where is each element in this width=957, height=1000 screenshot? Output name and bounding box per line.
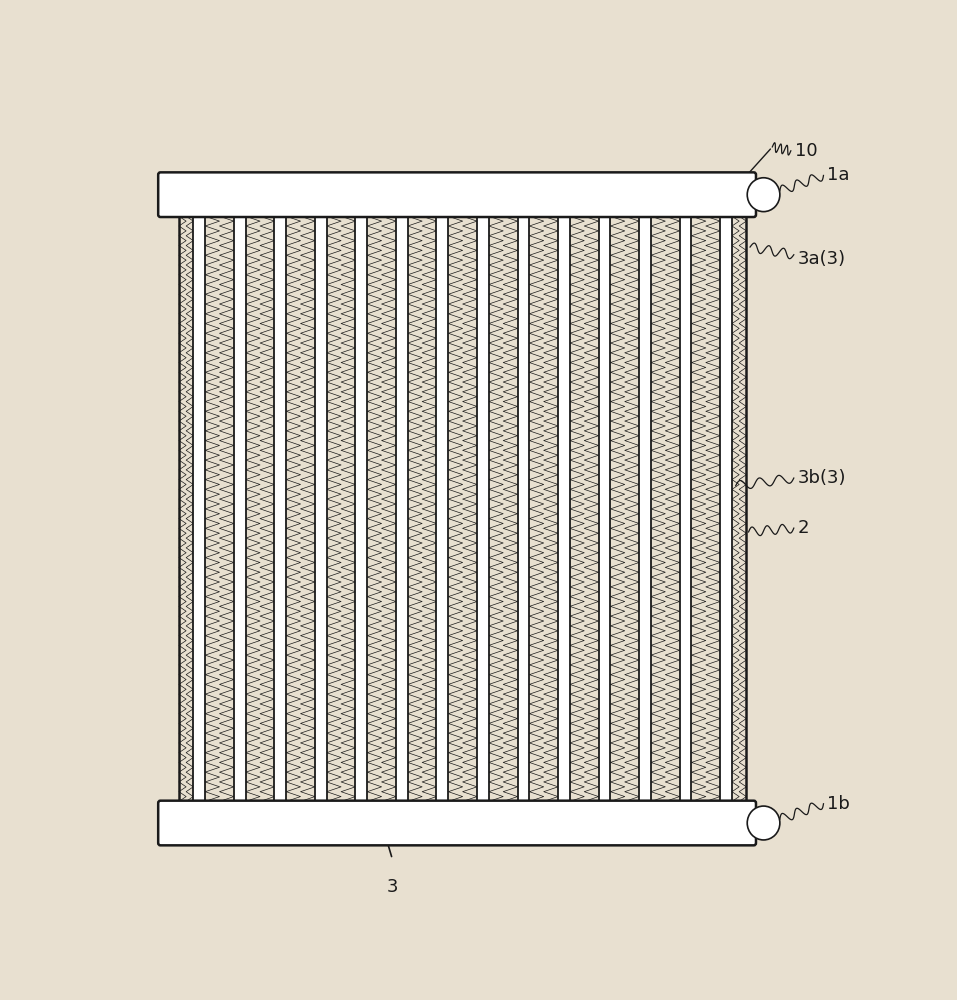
Text: 10: 10: [794, 142, 817, 160]
Bar: [355, 216, 367, 801]
Bar: [396, 216, 408, 801]
Text: 2: 2: [797, 519, 809, 537]
Bar: [558, 216, 570, 801]
Bar: [436, 216, 448, 801]
Text: 1a: 1a: [827, 166, 850, 184]
FancyBboxPatch shape: [158, 801, 756, 845]
Circle shape: [747, 178, 780, 212]
Bar: [598, 216, 611, 801]
Circle shape: [747, 806, 780, 840]
Text: 1b: 1b: [827, 795, 850, 813]
Bar: [193, 216, 205, 801]
Text: 3: 3: [387, 878, 398, 896]
FancyBboxPatch shape: [158, 172, 756, 217]
Bar: [639, 216, 651, 801]
Bar: [477, 216, 489, 801]
Bar: [275, 216, 286, 801]
Bar: [315, 216, 326, 801]
Bar: [679, 216, 692, 801]
Bar: [518, 216, 529, 801]
Bar: [234, 216, 246, 801]
Text: 3a(3): 3a(3): [797, 250, 846, 268]
Text: 3b(3): 3b(3): [797, 469, 846, 487]
Bar: [721, 216, 732, 801]
